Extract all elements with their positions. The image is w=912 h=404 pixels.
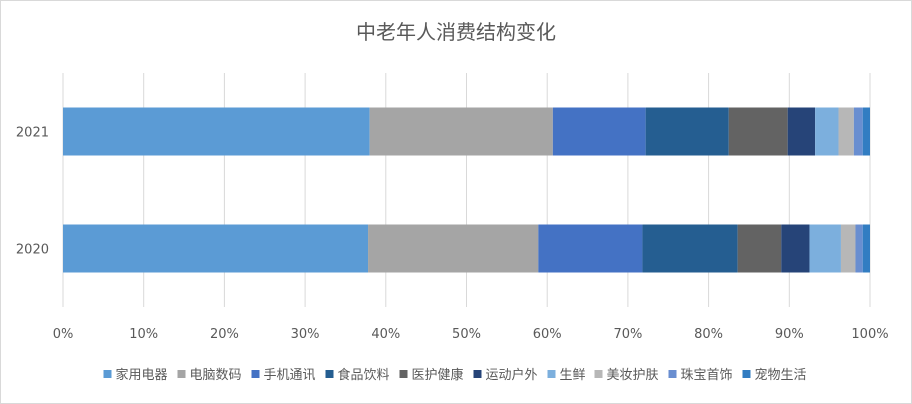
legend-swatch xyxy=(103,370,112,378)
bar-segment xyxy=(63,107,370,156)
legend-item: 食品饮料 xyxy=(325,367,390,383)
bar-segment xyxy=(840,224,856,273)
bar-segment xyxy=(815,107,839,156)
x-tick-label: 90% xyxy=(775,327,804,342)
legend-label: 生鲜 xyxy=(560,368,586,383)
bar-segment xyxy=(737,224,782,273)
legend-label: 医护健康 xyxy=(412,367,464,383)
bar-segment xyxy=(368,224,539,273)
bar-segment xyxy=(809,224,841,273)
bar-segment xyxy=(645,107,729,156)
legend-item: 家用电器 xyxy=(103,367,168,383)
bar-segment xyxy=(838,107,854,156)
bar-segment xyxy=(63,224,369,273)
x-tick-label: 60% xyxy=(533,327,562,342)
bar-segment xyxy=(855,224,863,273)
bar-segment xyxy=(538,224,643,273)
legend-label: 运动户外 xyxy=(486,367,538,383)
bar-segment xyxy=(853,107,863,156)
bar-segment xyxy=(642,224,738,273)
x-tick-label: 100% xyxy=(851,327,888,342)
x-axis-labels: 0% 10% 20% 30% 40% 50% 60% 70% 80% 90% 100% xyxy=(53,327,889,342)
bar-segment xyxy=(787,107,816,156)
legend-item: 电脑数码 xyxy=(177,368,242,383)
x-tick-label: 50% xyxy=(452,327,481,342)
legend-label: 美妆护肤 xyxy=(607,368,659,383)
bar-segment xyxy=(552,107,646,156)
legend-swatch xyxy=(594,370,603,378)
bar-segment xyxy=(728,107,788,156)
legend-swatch xyxy=(668,370,677,378)
legend-item: 生鲜 xyxy=(547,368,586,383)
legend-swatch xyxy=(177,370,186,378)
x-tick-label: 30% xyxy=(291,327,320,342)
y-tick-label: 2020 xyxy=(16,243,49,258)
x-tick-label: 0% xyxy=(53,327,74,342)
bar-area xyxy=(63,107,870,273)
bar-segment xyxy=(781,224,810,273)
bar-segment xyxy=(862,107,870,156)
legend-label: 宠物生活 xyxy=(755,367,807,383)
legend-item: 运动户外 xyxy=(473,367,538,383)
x-tick-label: 10% xyxy=(129,327,158,342)
legend-label: 手机通讯 xyxy=(264,368,316,383)
legend: 家用电器 电脑数码 手机通讯 食品饮料 医护健康 运动户外 生鲜 美妆护肤 珠宝首饰 宠物生活 xyxy=(103,367,807,383)
legend-swatch xyxy=(547,370,556,378)
legend-swatch xyxy=(399,370,408,378)
legend-label: 珠宝首饰 xyxy=(681,368,733,383)
x-tick-label: 40% xyxy=(371,327,400,342)
x-tick-label: 80% xyxy=(694,327,723,342)
legend-swatch xyxy=(742,370,751,378)
x-tick-label: 20% xyxy=(210,327,239,342)
legend-label: 电脑数码 xyxy=(190,368,242,383)
legend-swatch xyxy=(325,370,334,378)
bar-segment xyxy=(369,107,553,156)
x-tick-label: 70% xyxy=(613,327,642,342)
chart-title: 中老年人消费结构变化 xyxy=(356,20,556,44)
legend-swatch xyxy=(251,370,260,378)
legend-item: 宠物生活 xyxy=(742,367,807,383)
legend-item: 医护健康 xyxy=(399,367,464,383)
y-tick-label: 2021 xyxy=(16,126,49,141)
legend-item: 手机通讯 xyxy=(251,368,316,383)
legend-label: 食品饮料 xyxy=(338,367,390,383)
legend-label: 家用电器 xyxy=(116,367,168,383)
y-axis-labels: 2021 2020 xyxy=(16,126,49,258)
legend-item: 珠宝首饰 xyxy=(668,368,733,383)
legend-item: 美妆护肤 xyxy=(594,368,659,383)
bar-segment xyxy=(862,224,870,273)
legend-swatch xyxy=(473,370,482,378)
